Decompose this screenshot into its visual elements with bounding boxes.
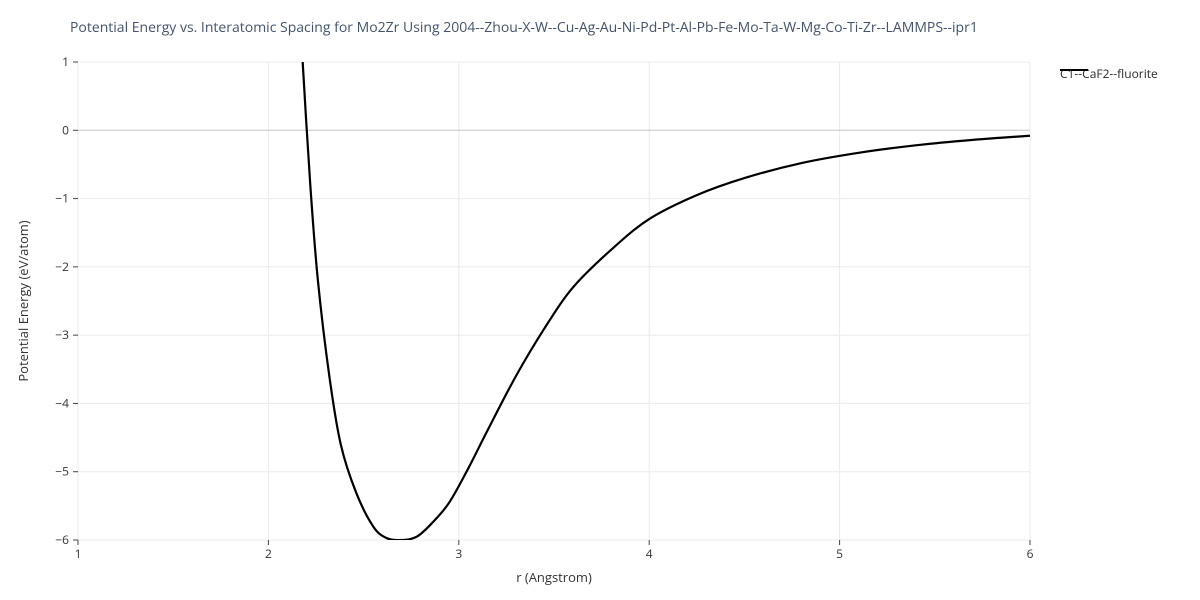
svg-text:4: 4 — [646, 545, 653, 562]
svg-text:6: 6 — [1027, 545, 1034, 562]
svg-text:−3: −3 — [55, 326, 69, 343]
svg-text:r (Angstrom): r (Angstrom) — [516, 568, 592, 586]
svg-text:−2: −2 — [55, 258, 69, 275]
svg-text:−5: −5 — [55, 463, 69, 480]
svg-text:5: 5 — [836, 545, 843, 562]
svg-text:3: 3 — [455, 545, 462, 562]
svg-text:−1: −1 — [55, 190, 69, 207]
chart-svg: 123456−6−5−4−3−2−101r (Angstrom)Potentia… — [0, 0, 1200, 600]
svg-text:Potential Energy (eV/atom): Potential Energy (eV/atom) — [14, 220, 32, 381]
svg-text:1: 1 — [62, 53, 69, 70]
svg-text:−6: −6 — [55, 531, 69, 548]
svg-text:1: 1 — [75, 545, 82, 562]
svg-text:2: 2 — [265, 545, 272, 562]
legend-item[interactable]: C1--CaF2--fluorite — [1060, 64, 1158, 82]
svg-text:0: 0 — [62, 121, 69, 138]
legend: C1--CaF2--fluorite — [1060, 64, 1158, 82]
chart-container: Potential Energy vs. Interatomic Spacing… — [0, 0, 1200, 600]
svg-text:−4: −4 — [55, 394, 69, 411]
